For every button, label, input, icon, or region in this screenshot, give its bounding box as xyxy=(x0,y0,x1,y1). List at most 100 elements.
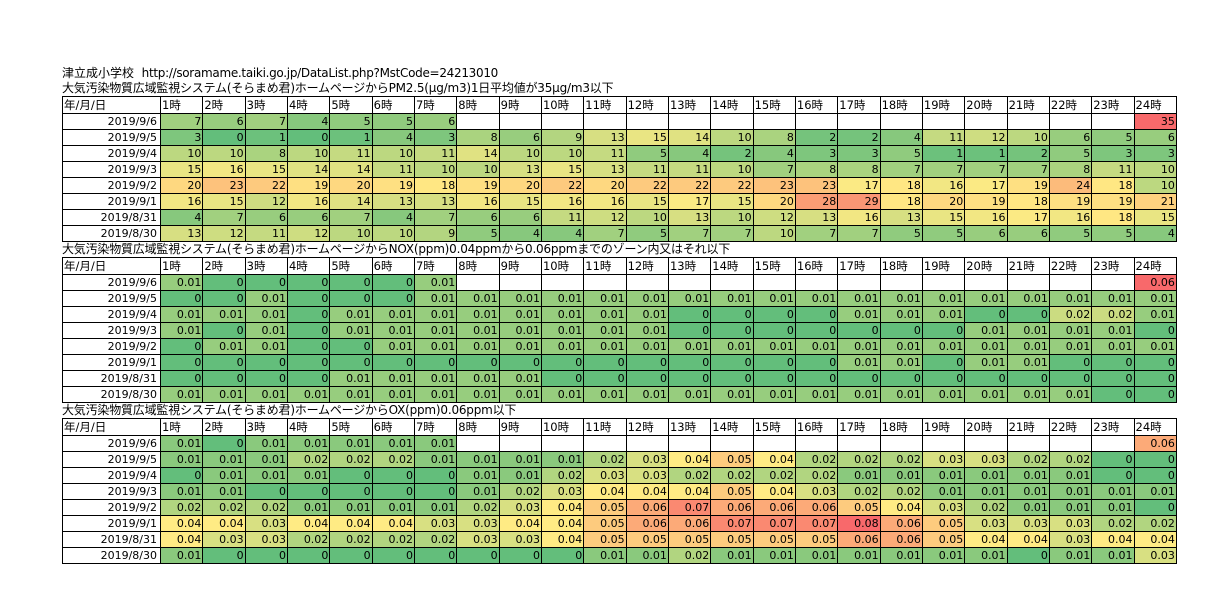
value-cell: 0.01 xyxy=(752,338,796,355)
value-cell: 0.02 xyxy=(286,531,331,548)
hour-column-header: 12時 xyxy=(625,257,669,275)
value-cell: 0.01 xyxy=(583,290,627,307)
value-cell: 19 xyxy=(1006,177,1050,194)
hour-column-header: 14時 xyxy=(710,257,754,275)
value-cell: 0.01 xyxy=(244,306,288,323)
value-cell: 16 xyxy=(1048,209,1093,226)
data-table: 年/月/日 1時 2時 3時 4時 5時 6時 7時 8時 9時 10時 11時 12時 13時 14時 15… xyxy=(62,418,1177,564)
value-cell: 0 xyxy=(794,306,839,323)
value-cell xyxy=(879,113,923,130)
value-cell: 0.01 xyxy=(413,274,458,291)
value-cell: 0.01 xyxy=(498,338,542,355)
value-cell: 0.01 xyxy=(879,290,923,307)
value-cell: 0.01 xyxy=(837,354,881,371)
value-cell: 0.01 xyxy=(1091,338,1135,355)
value-cell: 0 xyxy=(1091,386,1135,403)
value-cell: 0.04 xyxy=(667,451,712,468)
hour-column-header: 12時 xyxy=(625,418,669,436)
value-cell: 0 xyxy=(159,338,204,355)
value-cell: 0.03 xyxy=(456,531,500,548)
value-cell: 0.01 xyxy=(1091,547,1135,564)
value-cell: 0 xyxy=(794,370,839,387)
value-cell xyxy=(964,435,1008,452)
value-cell xyxy=(456,113,500,130)
date-column-header: 年/月/日 xyxy=(62,418,161,436)
hour-column-header: 24時 xyxy=(1133,257,1177,275)
value-cell: 7 xyxy=(202,209,246,226)
value-cell: 0 xyxy=(667,322,712,339)
value-cell: 0.01 xyxy=(413,290,458,307)
table-row: 2019/8/31 4 7 6 6 7 4 7 6 6 11 12 10 13 10 12 13 16 13 15 16… xyxy=(62,209,1177,226)
hour-column-header: 16時 xyxy=(794,257,839,275)
hour-column-header: 3時 xyxy=(244,257,288,275)
value-cell: 0 xyxy=(202,435,246,452)
value-cell: 0.03 xyxy=(498,531,542,548)
value-cell: 0.01 xyxy=(1006,322,1050,339)
value-cell: 18 xyxy=(1006,193,1050,210)
value-cell: 15 xyxy=(710,193,754,210)
value-cell: 0.01 xyxy=(964,483,1008,500)
hour-column-header: 9時 xyxy=(498,257,542,275)
value-cell: 0 xyxy=(159,467,204,484)
table-row: 2019/8/30 0.01 0 0 0 0 0 0 0 0 0 0.01 0.01 0.02 0.01 0.… xyxy=(62,547,1177,564)
value-cell xyxy=(1048,435,1093,452)
value-cell: 0 xyxy=(202,290,246,307)
value-cell xyxy=(921,274,966,291)
table-row: 2019/9/4 10 10 8 10 11 10 11 14 10 10 11 5 4 2 4 3 3 5 1 1 2 5… xyxy=(62,145,1177,162)
value-cell: 0.01 xyxy=(202,451,246,468)
value-cell: 0 xyxy=(371,354,415,371)
value-cell: 0.03 xyxy=(202,531,246,548)
value-cell: 13 xyxy=(667,209,712,226)
hour-column-header: 3時 xyxy=(244,96,288,114)
value-cell: 20 xyxy=(921,193,966,210)
value-cell: 0.01 xyxy=(921,338,966,355)
value-cell: 0 xyxy=(667,370,712,387)
value-cell: 10 xyxy=(202,145,246,162)
value-cell: 17 xyxy=(1006,209,1050,226)
value-cell: 0.01 xyxy=(710,338,754,355)
hour-column-header: 5時 xyxy=(329,96,373,114)
value-cell: 0 xyxy=(540,370,585,387)
hour-column-header: 17時 xyxy=(837,418,881,436)
value-cell xyxy=(583,113,627,130)
value-cell: 0.01 xyxy=(710,290,754,307)
value-cell: 0.05 xyxy=(710,531,754,548)
value-cell: 24 xyxy=(1048,177,1093,194)
value-cell: 0.01 xyxy=(752,290,796,307)
value-cell: 0.01 xyxy=(625,290,669,307)
value-cell xyxy=(879,274,923,291)
value-cell xyxy=(921,435,966,452)
value-cell xyxy=(752,274,796,291)
value-cell: 0 xyxy=(921,354,966,371)
date-cell: 2019/9/6 xyxy=(62,113,161,130)
value-cell: 0.04 xyxy=(1091,531,1135,548)
table-row: 2019/9/4 0 0.01 0.01 0.01 0 0 0 0.01 0.01 0.02 0.03… xyxy=(62,467,1177,484)
value-cell: 7 xyxy=(1006,161,1050,178)
hour-column-header: 19時 xyxy=(921,96,966,114)
hour-column-header: 2時 xyxy=(202,418,246,436)
value-cell xyxy=(1048,274,1093,291)
value-cell: 1 xyxy=(244,129,288,146)
source-url[interactable]: http://soramame.taiki.go.jp/DataList.php… xyxy=(141,66,499,80)
value-cell: 0 xyxy=(286,338,331,355)
value-cell: 0.02 xyxy=(456,499,500,516)
hour-column-header: 24時 xyxy=(1133,418,1177,436)
table-row: 2019/9/1 0 0 0 0 0 0 0 0 0 0 0 0 0 0 0 0 0.01 0.01 0 0.01 0.0… xyxy=(62,354,1177,371)
value-cell: 18 xyxy=(1091,177,1135,194)
value-cell: 0.01 xyxy=(413,435,458,452)
section-title: 大気汚染物質広域監視システム(そらまめ君)ホームページからOX(ppm)0.06… xyxy=(62,403,517,417)
value-cell: 10 xyxy=(286,145,331,162)
value-cell xyxy=(498,113,542,130)
value-cell: 0.04 xyxy=(498,515,542,532)
table-row: 2019/8/31 0.04 0.03 0.03 0.02 0.02 0.02 0.02 0.0… xyxy=(62,531,1177,548)
value-cell xyxy=(794,435,839,452)
value-cell xyxy=(498,274,542,291)
value-cell: 0 xyxy=(202,274,246,291)
value-cell: 15 xyxy=(202,193,246,210)
value-cell: 0.04 xyxy=(202,515,246,532)
value-cell: 0 xyxy=(456,547,500,564)
value-cell: 0 xyxy=(1133,322,1177,339)
hour-column-header: 20時 xyxy=(964,96,1008,114)
value-cell: 0.02 xyxy=(879,451,923,468)
section-title: 大気汚染物質広域監視システム(そらまめ君)ホームページからPM2.5(μg/m3… xyxy=(62,81,614,95)
